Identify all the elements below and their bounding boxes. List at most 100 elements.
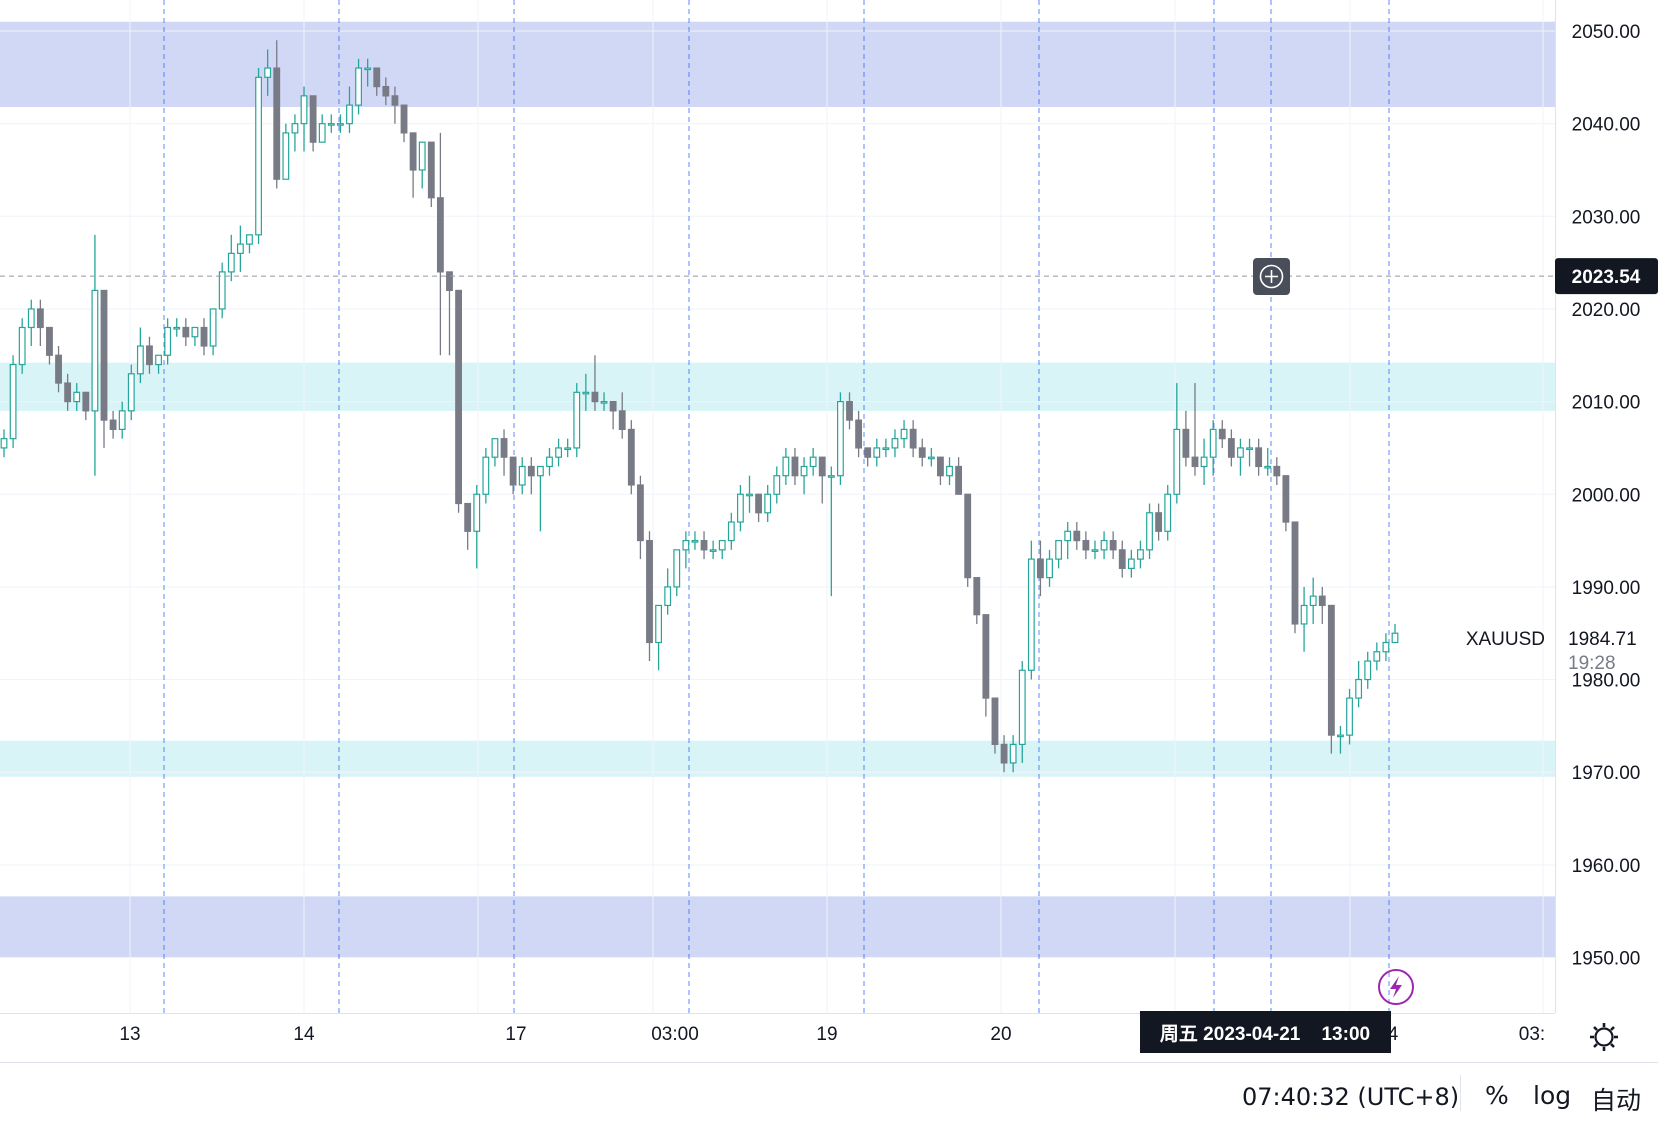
candle [373,67,381,96]
candle-body [1227,438,1235,458]
candle [482,447,490,504]
candle [1046,549,1053,587]
candle [782,447,790,485]
time-scale-labels: 13 14 17 03:00 19 20 4 03: [119,1024,1545,1045]
candle-body [764,493,772,514]
candle-body [1182,428,1190,458]
percent-scale-toggle[interactable]: % [1485,1081,1509,1110]
candle-body [273,67,281,180]
crosshair-time-bg [1140,1011,1391,1053]
candle-body [1200,456,1208,468]
candle [1055,539,1063,569]
add-alert-button[interactable] [1253,258,1290,295]
candle-body [164,326,172,356]
candle-body [1173,428,1181,495]
crosshair-time-tag: 周五 2023-04-21 13:00 [1140,1011,1391,1053]
price-tick-label: 2010.00 [1572,393,1641,414]
candle-body [555,447,563,458]
candle-body [400,104,408,134]
candle-body [937,456,944,477]
candle [55,346,62,393]
candle [527,457,535,495]
candle-body [1300,604,1308,625]
candle [1209,420,1217,476]
candle [9,355,17,448]
gear-tooth [1593,1026,1598,1031]
candle [746,475,753,513]
candle [0,429,8,458]
candle [736,484,744,532]
candle [964,493,972,587]
candle-body [773,475,781,495]
candle [600,392,608,411]
candle [1155,503,1163,541]
candle [937,456,944,485]
candle [973,577,981,624]
log-scale-toggle[interactable]: log [1533,1081,1572,1110]
candle [609,401,617,430]
candle-body [1091,549,1099,552]
candle-body [1237,447,1244,458]
candle [946,457,953,485]
candle [455,289,462,513]
candle [273,40,281,189]
alert-icon[interactable] [1378,969,1414,1005]
candle-body [1391,632,1399,644]
candle-body [818,456,826,477]
candle-body [1264,465,1272,469]
candle-body [36,308,44,329]
candle [618,392,626,439]
bar-countdown-label: 19:28 [1568,653,1616,674]
candle-body [900,428,908,440]
candle-body [836,401,844,477]
candle-body [782,456,790,477]
candle-body [227,252,235,273]
settings-gear-icon[interactable] [1590,1023,1618,1051]
candle-body [236,243,244,254]
candle [91,234,99,476]
candle [382,77,390,106]
candle [291,114,299,152]
candle-body [973,577,981,616]
candle [464,502,472,550]
price-scale-bg[interactable] [1556,0,1658,1013]
candle-body [609,401,617,412]
candle-body [391,95,399,106]
candle-body [982,614,990,699]
candle-body [509,456,517,486]
candle-body [1000,743,1008,764]
time-tick-label: 19 [816,1024,837,1045]
candle [336,114,344,133]
candle [918,438,926,467]
candle-body [618,410,626,430]
candle [218,262,226,319]
candle [573,383,581,458]
candle-body [1155,512,1163,532]
candle [582,373,590,411]
candle [418,141,426,189]
auto-scale-toggle[interactable]: 自动 [1591,1086,1642,1115]
candle-body [1382,641,1390,653]
candle-body [827,475,835,478]
candle-body [191,326,199,338]
candle [555,438,563,467]
candle [636,475,644,560]
candle-body [218,271,226,310]
candle [1318,586,1326,624]
candle [909,420,917,458]
candle [518,457,526,495]
price-zones [0,21,1555,958]
candle [264,49,272,96]
candle [827,466,835,597]
timezone-clock[interactable]: 07:40:32 (UTC+8) [1242,1083,1460,1111]
candle [227,234,235,282]
gear-tooth [1610,1043,1615,1048]
candle-body [336,123,344,126]
candle [27,299,35,347]
candle-body [82,391,90,412]
candle [18,318,26,374]
candle [1300,586,1308,652]
candle-body [382,85,390,97]
candle [1109,531,1117,560]
